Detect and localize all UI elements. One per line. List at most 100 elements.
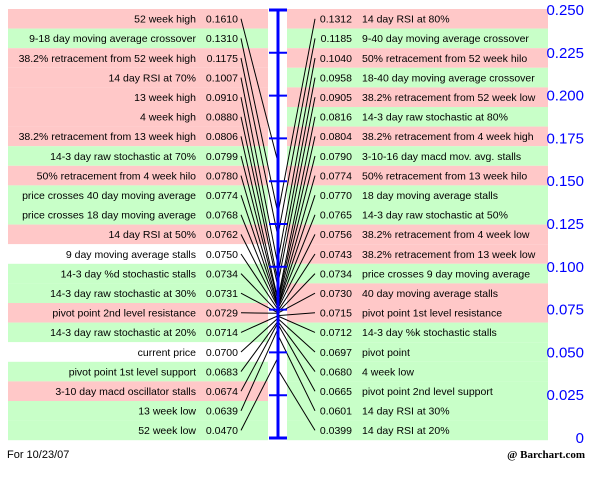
left-row-label: 9-18 day moving average crossover xyxy=(29,33,196,45)
right-row-bg xyxy=(287,87,548,107)
left-row-label: 14-3 day raw stochastic at 30% xyxy=(50,288,196,300)
left-row-value: 0.1175 xyxy=(207,53,238,65)
right-row-bg xyxy=(287,283,548,303)
left-row-bg xyxy=(8,361,268,382)
right-row-value: 0.0712 xyxy=(320,327,352,339)
right-connector-line xyxy=(277,97,316,284)
right-row-value: 0.0765 xyxy=(320,210,352,222)
right-connector-line xyxy=(277,116,316,299)
left-row-value: 0.0700 xyxy=(206,347,238,359)
right-row-value: 0.0774 xyxy=(320,170,352,182)
axis-tick-label: 0.175 xyxy=(546,130,584,147)
left-row-bg xyxy=(8,263,268,284)
barchart-credit: @ Barchart.com xyxy=(507,449,585,461)
row-backgrounds xyxy=(8,9,548,441)
right-row-value: 0.0756 xyxy=(320,229,352,241)
right-row-label: 40 day moving average stalls xyxy=(362,288,498,300)
left-row-label: current price xyxy=(138,347,197,359)
right-row-label: 14 day RSI at 30% xyxy=(362,406,450,418)
left-connector-line xyxy=(240,38,279,214)
axis-tick-label: 0.250 xyxy=(546,2,584,19)
right-row-label: 38.2% retracement from 13 week low xyxy=(362,249,536,261)
right-row-bg xyxy=(287,146,548,166)
left-row-value: 0.0799 xyxy=(206,151,238,163)
left-connector-line xyxy=(240,315,279,333)
left-row-bg xyxy=(8,165,268,186)
right-row-bg xyxy=(287,28,548,49)
axis-tick-label: 0.050 xyxy=(546,344,584,361)
right-row-value: 0.0905 xyxy=(320,92,352,104)
left-row-bg xyxy=(8,126,268,147)
right-row-label: 38.2% retracement from 52 week low xyxy=(362,92,536,104)
right-row-label: 14-3 day %k stochastic stalls xyxy=(362,327,497,339)
left-row-value: 0.0731 xyxy=(206,288,238,300)
left-row-bg xyxy=(8,87,268,107)
right-row-bg xyxy=(287,303,548,323)
right-row-value: 0.0601 xyxy=(320,406,352,418)
axis-tick-label: 0.225 xyxy=(546,45,584,62)
right-row-value: 0.0734 xyxy=(320,268,352,280)
right-row-value: 0.0743 xyxy=(320,249,352,261)
right-connector-line xyxy=(277,77,316,275)
right-connector-line xyxy=(277,38,316,236)
left-row-value: 0.0674 xyxy=(206,386,238,398)
left-row-label: 13 week high xyxy=(134,92,196,104)
right-row-bg xyxy=(287,185,548,205)
left-row-bg xyxy=(8,303,268,323)
left-row-label: price crosses 18 day moving average xyxy=(22,210,196,222)
date-footer: For 10/23/07 xyxy=(7,449,70,461)
left-row-label: 52 week low xyxy=(138,425,196,437)
right-connector-line xyxy=(277,369,316,431)
left-row-value: 0.0734 xyxy=(206,268,238,280)
right-connector-line xyxy=(277,315,316,333)
left-connector-line xyxy=(240,57,279,237)
right-row-bg xyxy=(287,263,548,284)
left-row-bg xyxy=(8,342,268,362)
left-connector-line xyxy=(240,214,279,307)
right-row-bg xyxy=(287,401,548,421)
left-row-bg xyxy=(8,146,268,166)
left-row-value: 0.1610 xyxy=(206,14,238,26)
right-row-label: 50% retracement from 52 week hilo xyxy=(362,53,527,65)
left-connector-line xyxy=(240,328,279,412)
right-row-value: 0.0816 xyxy=(320,112,352,124)
left-row-label: 38.2% retracement from 13 week high xyxy=(19,131,197,143)
axis-tick-labels: 0.250 0.225 0.200 0.175 0.150 0.125 0.100 0.075… xyxy=(546,2,584,447)
right-connector-line xyxy=(277,273,316,313)
connector-lines xyxy=(240,18,316,431)
left-row-bg xyxy=(8,420,268,441)
right-row-value: 0.0730 xyxy=(320,288,352,300)
right-connector-line xyxy=(277,155,316,303)
left-row-bg xyxy=(8,224,268,245)
right-row-label: 50% retracement from 13 week hilo xyxy=(362,170,527,182)
left-row-value: 0.0780 xyxy=(206,170,238,182)
right-row-bg xyxy=(287,381,548,401)
left-row-bg xyxy=(8,244,268,264)
right-row-value: 0.1312 xyxy=(320,14,352,26)
left-row-label: pivot point 1st level support xyxy=(69,366,196,378)
right-row-label: 3-10-16 day macd mov. avg. stalls xyxy=(362,151,521,163)
left-connector-line xyxy=(240,357,279,431)
right-row-bg xyxy=(287,9,548,29)
right-row-value: 0.0715 xyxy=(320,308,352,320)
right-row-value: 0.0680 xyxy=(320,366,352,378)
left-row-value: 0.0750 xyxy=(206,249,238,261)
left-row-value: 0.0910 xyxy=(206,92,238,104)
right-row-label: price crosses 9 day moving average xyxy=(362,268,530,280)
left-row-bg xyxy=(8,9,268,29)
left-connector-line xyxy=(240,136,279,301)
right-row-value: 0.0399 xyxy=(320,425,352,437)
right-row-bg xyxy=(287,165,548,186)
left-row-value: 0.0729 xyxy=(206,308,238,320)
left-row-value: 0.0683 xyxy=(206,366,238,378)
right-row-value: 0.0770 xyxy=(320,190,352,202)
left-connector-line xyxy=(240,253,279,310)
left-row-value: 0.0639 xyxy=(206,406,238,418)
right-connector-line xyxy=(277,214,316,308)
left-row-bg xyxy=(8,381,268,401)
right-row-value: 0.0790 xyxy=(320,151,352,163)
left-connector-line xyxy=(240,155,279,302)
left-connector-line xyxy=(240,116,279,288)
left-row-label: 14 day RSI at 50% xyxy=(108,229,196,241)
